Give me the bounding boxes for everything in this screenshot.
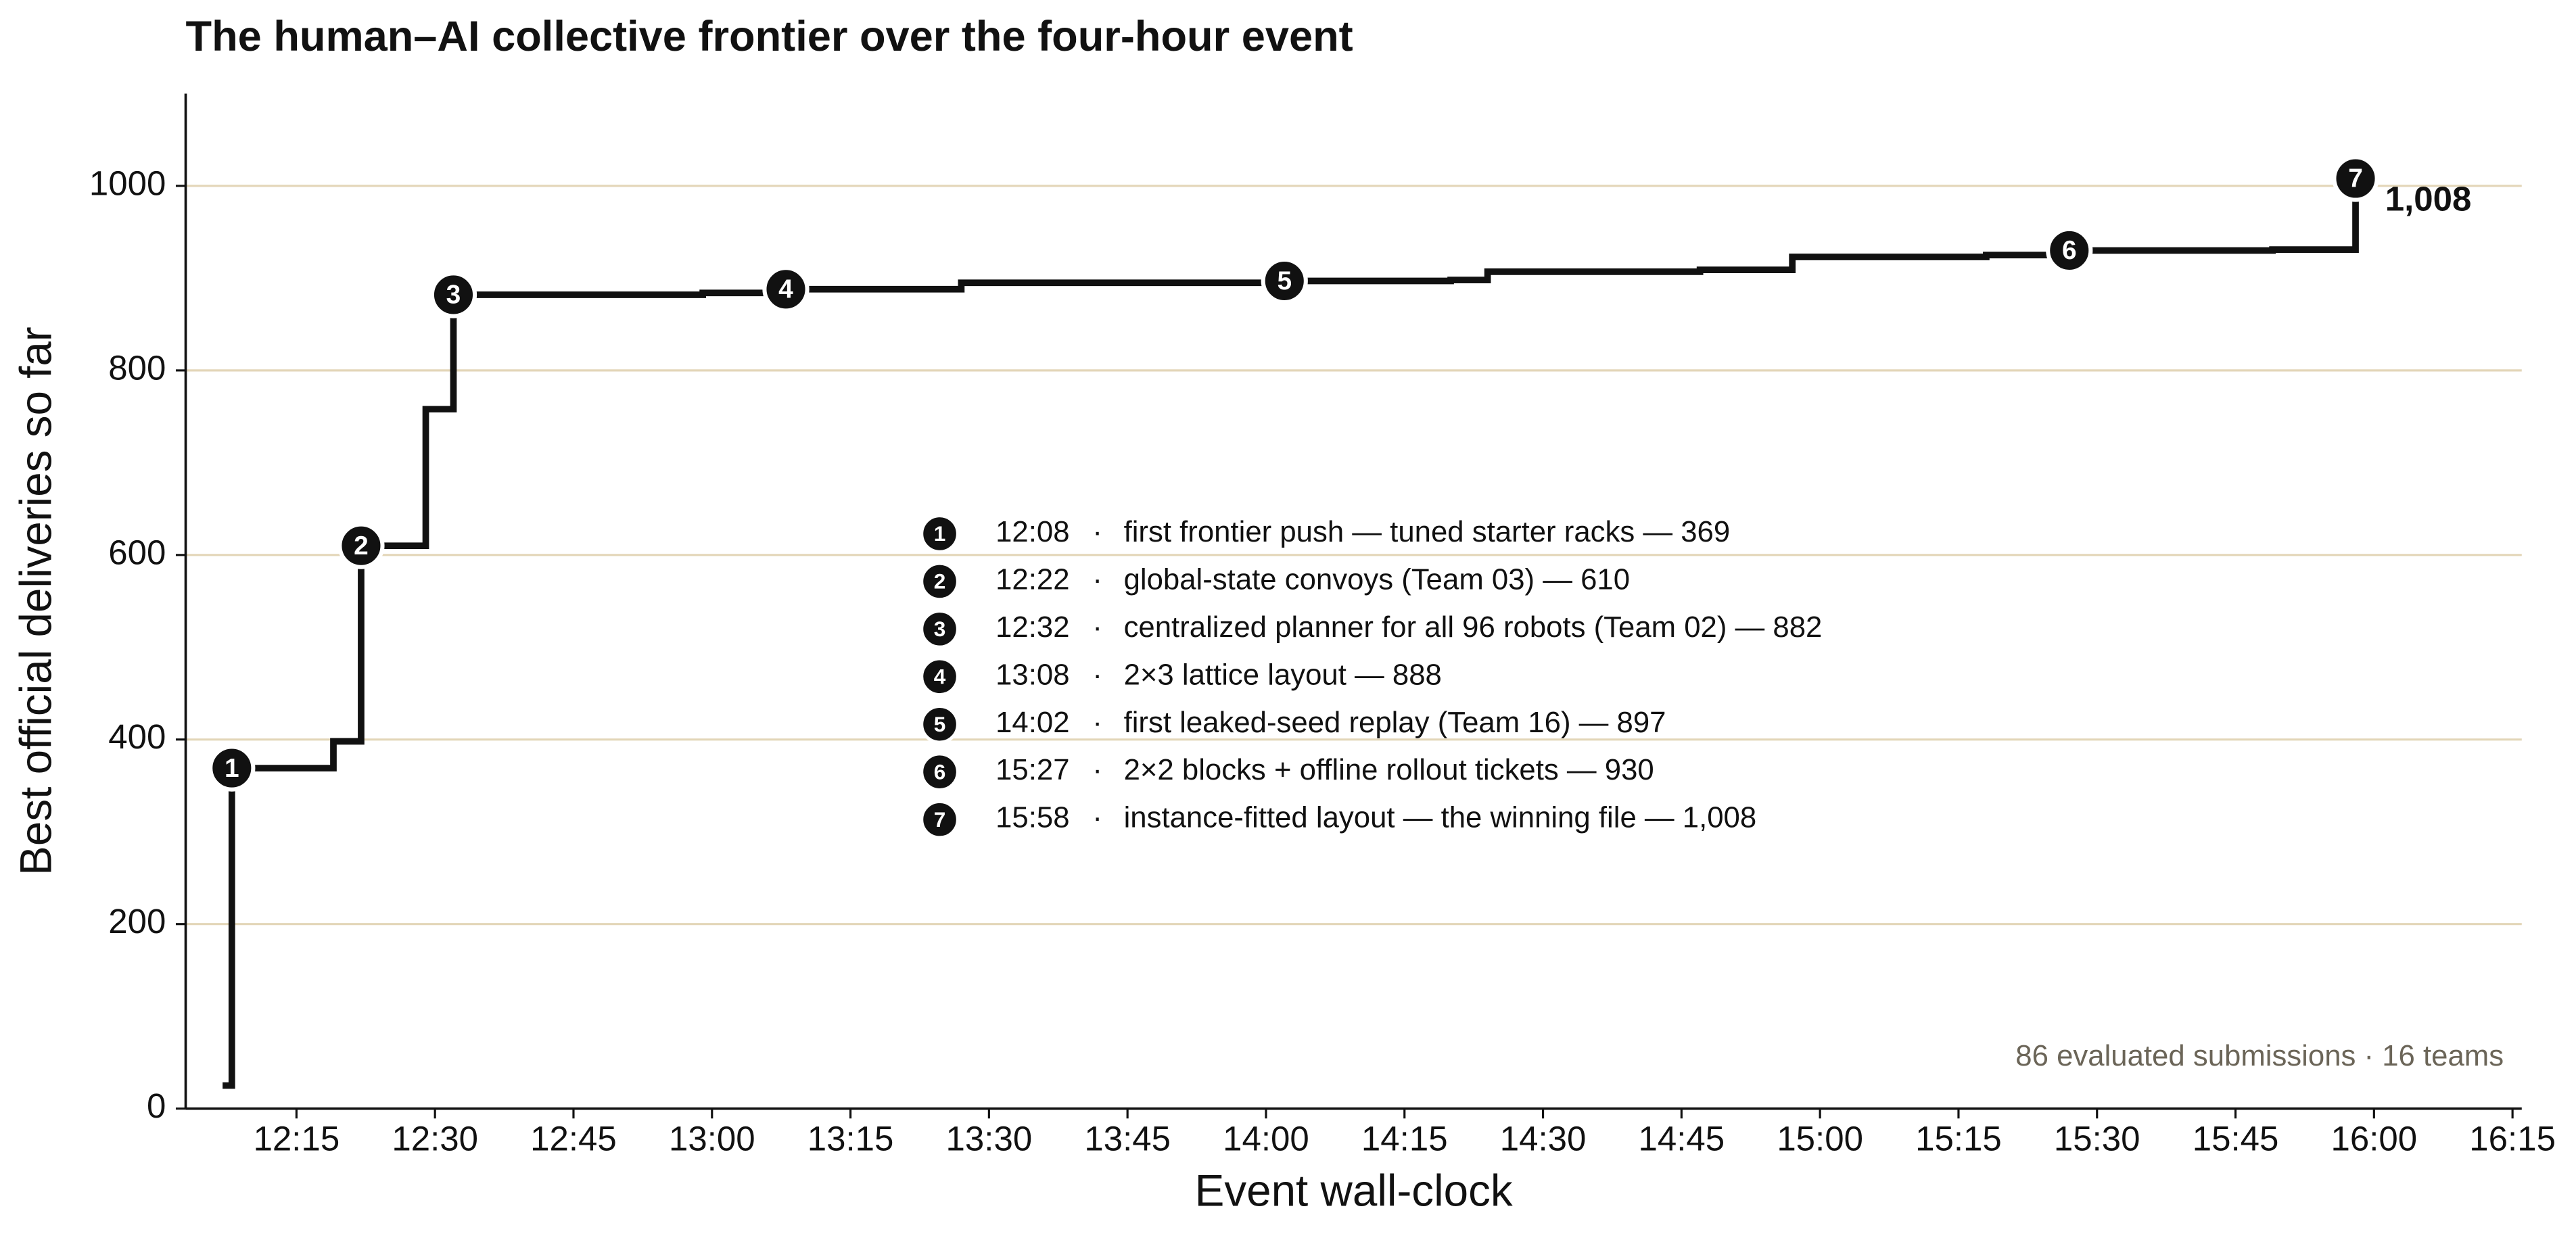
y-tick-label: 200 bbox=[108, 902, 166, 940]
y-tick-label: 1000 bbox=[89, 164, 166, 202]
marker bbox=[1261, 257, 1308, 305]
y-tick-label: 0 bbox=[147, 1087, 166, 1125]
x-tick-label: 12:30 bbox=[392, 1120, 478, 1158]
legend-marker bbox=[920, 799, 960, 840]
legend-number: 7 bbox=[934, 807, 946, 832]
x-tick-label: 16:00 bbox=[2331, 1120, 2418, 1158]
legend-separator: · bbox=[1092, 801, 1102, 834]
marker-label: 5 bbox=[1277, 266, 1292, 295]
legend-time: 13:08 bbox=[996, 658, 1069, 691]
marker-label: 2 bbox=[354, 531, 369, 561]
marker bbox=[337, 522, 385, 569]
x-tick-label: 14:30 bbox=[1500, 1120, 1587, 1158]
legend-separator: · bbox=[1092, 706, 1102, 739]
legend-marker bbox=[920, 752, 960, 792]
legend-time: 12:22 bbox=[996, 563, 1069, 596]
x-tick-label: 15:45 bbox=[2193, 1120, 2279, 1158]
legend-number: 4 bbox=[934, 665, 946, 689]
x-tick-label: 15:30 bbox=[2054, 1120, 2140, 1158]
x-tick-label: 14:00 bbox=[1223, 1120, 1309, 1158]
legend-number: 3 bbox=[934, 617, 946, 641]
note: 86 evaluated submissions · 16 teams bbox=[2015, 1039, 2504, 1072]
x-tick-label: 14:45 bbox=[1639, 1120, 1725, 1158]
legend-separator: · bbox=[1092, 563, 1102, 596]
marker bbox=[2046, 226, 2093, 275]
legend-text: 2×2 blocks + offline rollout tickets — 9… bbox=[1124, 753, 1654, 786]
legend-text: first frontier push — tuned starter rack… bbox=[1124, 515, 1731, 548]
x-tick-label: 12:45 bbox=[530, 1120, 617, 1158]
legend-number: 5 bbox=[934, 712, 946, 736]
x-tick-label: 13:15 bbox=[807, 1120, 894, 1158]
y-tick-label: 400 bbox=[108, 717, 166, 756]
x-tick-label: 13:45 bbox=[1084, 1120, 1171, 1158]
marker-label: 7 bbox=[2348, 164, 2363, 193]
end-label: 1,008 bbox=[2385, 179, 2472, 218]
legend-marker bbox=[920, 657, 960, 696]
x-tick-label: 14:15 bbox=[1361, 1120, 1448, 1158]
legend-time: 12:32 bbox=[996, 611, 1069, 644]
legend-marker bbox=[920, 561, 960, 602]
legend-number: 1 bbox=[934, 521, 946, 546]
chart-title: The human–AI collective frontier over th… bbox=[186, 13, 1353, 60]
legend-number: 2 bbox=[934, 569, 946, 594]
legend-separator: · bbox=[1092, 515, 1102, 548]
legend-separator: · bbox=[1092, 611, 1102, 644]
y-tick-label: 600 bbox=[108, 533, 166, 571]
y-tick-label: 800 bbox=[108, 348, 166, 387]
marker-label: 4 bbox=[778, 275, 793, 304]
legend-text: 2×3 lattice layout — 888 bbox=[1124, 658, 1442, 691]
legend-marker bbox=[920, 609, 960, 649]
marker-label: 1 bbox=[225, 754, 239, 783]
legend-text: global-state convoys (Team 03) — 610 bbox=[1124, 563, 1630, 596]
legend-text: centralized planner for all 96 robots (T… bbox=[1124, 611, 1823, 644]
legend-separator: · bbox=[1092, 658, 1102, 691]
marker-label: 3 bbox=[446, 281, 461, 310]
marker bbox=[208, 744, 256, 792]
legend-text: instance-fitted layout — the winning fil… bbox=[1124, 801, 1757, 834]
marker bbox=[762, 266, 810, 313]
x-tick-label: 16:15 bbox=[2469, 1120, 2556, 1158]
x-axis-label: Event wall-clock bbox=[1195, 1166, 1513, 1215]
marker-label: 6 bbox=[2062, 236, 2077, 265]
legend-separator: · bbox=[1092, 753, 1102, 786]
legend-time: 15:58 bbox=[996, 801, 1069, 834]
y-axis-label: Best official deliveries so far bbox=[11, 327, 61, 876]
legend-text: first leaked-seed replay (Team 16) — 897 bbox=[1124, 706, 1666, 739]
x-tick-label: 15:15 bbox=[1915, 1120, 2002, 1158]
x-tick-label: 13:00 bbox=[669, 1120, 755, 1158]
legend-time: 15:27 bbox=[996, 753, 1069, 786]
legend-marker bbox=[920, 705, 960, 744]
marker bbox=[429, 271, 477, 318]
x-tick-label: 15:00 bbox=[1777, 1120, 1863, 1158]
legend-time: 12:08 bbox=[996, 515, 1069, 548]
legend-time: 14:02 bbox=[996, 706, 1069, 739]
x-tick-label: 13:30 bbox=[946, 1120, 1033, 1158]
legend-marker bbox=[920, 514, 960, 554]
marker bbox=[2332, 155, 2379, 202]
x-tick-label: 12:15 bbox=[254, 1120, 340, 1158]
legend-number: 6 bbox=[934, 759, 946, 784]
